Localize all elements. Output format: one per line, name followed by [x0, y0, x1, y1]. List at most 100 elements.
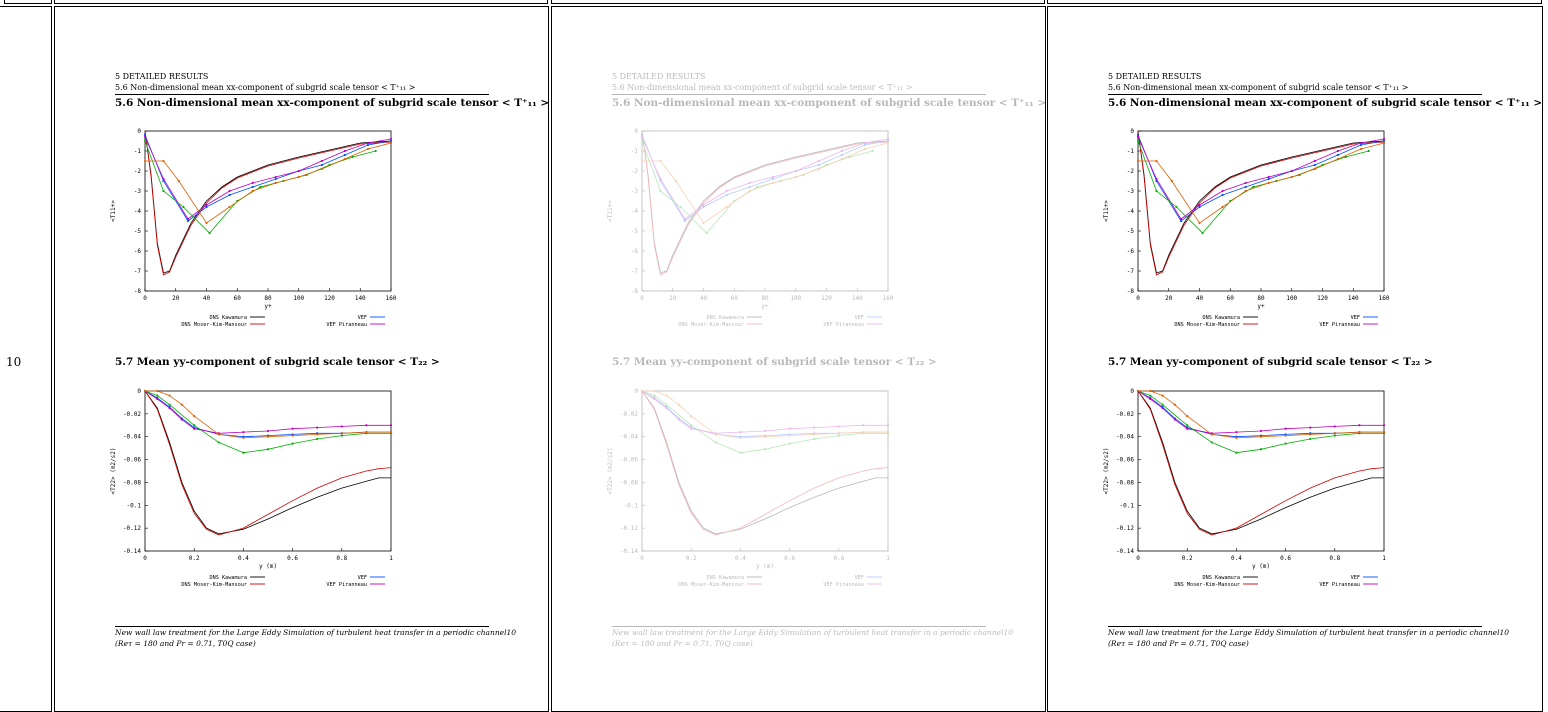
legend-label: VEF Piranneau — [1319, 322, 1360, 328]
data-point — [1267, 181, 1270, 185]
data-point — [1221, 193, 1224, 197]
data-point — [683, 219, 687, 223]
section-heading-5-6: 5.6 Non-dimensional mean xx-component of… — [612, 97, 1046, 109]
x-tick-label: 0.4 — [1231, 555, 1242, 562]
footer-title: New wall law treatment for the Large Edd… — [1108, 628, 1509, 637]
y-axis-label: <T11+> — [607, 200, 614, 222]
data-point — [653, 394, 656, 397]
y-tick-label: -0.14 — [1116, 548, 1134, 555]
legend-label: DNS Kawamura — [210, 315, 247, 321]
data-point — [862, 431, 865, 434]
series-line — [641, 134, 889, 222]
x-tick-label: 0.6 — [287, 555, 298, 562]
legend-label: DNS Moser-Kim-Mansour — [678, 322, 744, 328]
data-point — [259, 185, 262, 189]
data-point — [316, 437, 319, 441]
series-line — [641, 390, 888, 434]
series-line — [641, 130, 889, 276]
data-point — [825, 163, 828, 167]
x-axis-label: y (m) — [756, 563, 774, 570]
series-line — [1137, 390, 1384, 454]
data-point — [771, 177, 774, 181]
data-point — [168, 407, 171, 410]
data-point — [1313, 167, 1316, 171]
data-point — [389, 424, 393, 427]
data-point — [705, 231, 708, 235]
data-point — [863, 147, 867, 151]
data-point — [1313, 163, 1316, 167]
data-point — [813, 432, 816, 435]
x-tick-label: 0.2 — [686, 555, 697, 562]
series-line — [144, 130, 392, 274]
x-tick-label: 160 — [883, 295, 894, 302]
data-point — [725, 189, 728, 193]
x-tick-label: 0.2 — [1182, 555, 1193, 562]
data-point — [389, 431, 393, 434]
x-axis-label: y (m) — [1252, 563, 1270, 570]
data-point — [205, 203, 208, 207]
data-point — [1382, 141, 1386, 145]
legend-label: DNS Moser-Kim-Mansour — [678, 582, 744, 588]
data-point — [1244, 181, 1247, 185]
data-point — [674, 179, 677, 183]
y-tick-label: -6 — [1127, 248, 1135, 255]
y-tick-label: -0.1 — [1120, 502, 1135, 509]
data-point — [180, 418, 183, 421]
data-point — [665, 403, 668, 406]
footer-case: (Reτ = 180 and Pr = 0.71, T0Q case) — [612, 639, 753, 648]
data-point — [389, 139, 393, 143]
chart-t22: 0 0.2 0.4 0.6 0.8 1 0 -0.02 -0.04 -0.06 -0.08 -0.1 -… — [1103, 388, 1386, 588]
data-point — [871, 149, 874, 153]
series-line — [1138, 142, 1385, 224]
y-tick-label: -2 — [1127, 168, 1135, 175]
x-tick-label: 0 — [640, 555, 644, 562]
x-tick-label: 140 — [852, 295, 863, 302]
data-point — [320, 163, 323, 167]
y-axis-label: <T22> (m2/s2) — [110, 448, 117, 495]
footer-case: (Reτ = 180 and Pr = 0.71, T0Q case) — [115, 639, 256, 648]
data-point — [168, 394, 171, 397]
data-point — [653, 396, 656, 399]
data-point — [659, 189, 662, 193]
x-tick-label: 120 — [324, 295, 335, 302]
plot-frame — [144, 390, 392, 552]
y-tick-label: -7 — [1127, 268, 1135, 275]
y-tick-label: -0.08 — [123, 479, 141, 486]
data-point — [340, 432, 343, 435]
series-line — [1137, 390, 1384, 434]
data-point — [640, 133, 644, 137]
legend-label: DNS Moser-Kim-Mansour — [181, 582, 247, 588]
data-point — [640, 135, 644, 139]
data-point — [1259, 448, 1263, 451]
paper-page: 5 DETAILED RESULTS 5.6 Non-dimensional m… — [1048, 7, 1542, 711]
x-tick-label: 140 — [355, 295, 366, 302]
prev-row-border — [1047, 0, 1542, 4]
data-point — [351, 155, 354, 159]
data-point — [1186, 427, 1189, 430]
x-tick-label: 100 — [790, 295, 801, 302]
x-tick-label: 40 — [1196, 295, 1204, 302]
x-tick-label: 1 — [389, 555, 393, 562]
y-tick-label: -5 — [134, 228, 142, 235]
data-point — [1309, 433, 1312, 436]
data-point — [274, 175, 277, 179]
y-axis-label: <T22> (m2/s2) — [1103, 448, 1110, 495]
footer-rule — [115, 626, 489, 627]
data-point — [665, 405, 668, 409]
legend-label: DNS Kawamura — [707, 315, 744, 321]
data-point — [1336, 153, 1339, 157]
series-line — [1137, 390, 1384, 438]
data-point — [640, 139, 644, 143]
data-point — [374, 149, 377, 153]
series-line — [1137, 134, 1385, 222]
data-point — [291, 427, 294, 430]
data-point — [1235, 451, 1238, 454]
data-point — [1136, 135, 1140, 139]
data-point — [316, 433, 319, 436]
x-tick-label: 0.8 — [833, 555, 844, 562]
data-point — [771, 181, 774, 185]
x-tick-label: 0 — [640, 295, 644, 302]
data-point — [1221, 205, 1224, 209]
data-point — [659, 159, 662, 163]
data-point — [665, 394, 668, 397]
